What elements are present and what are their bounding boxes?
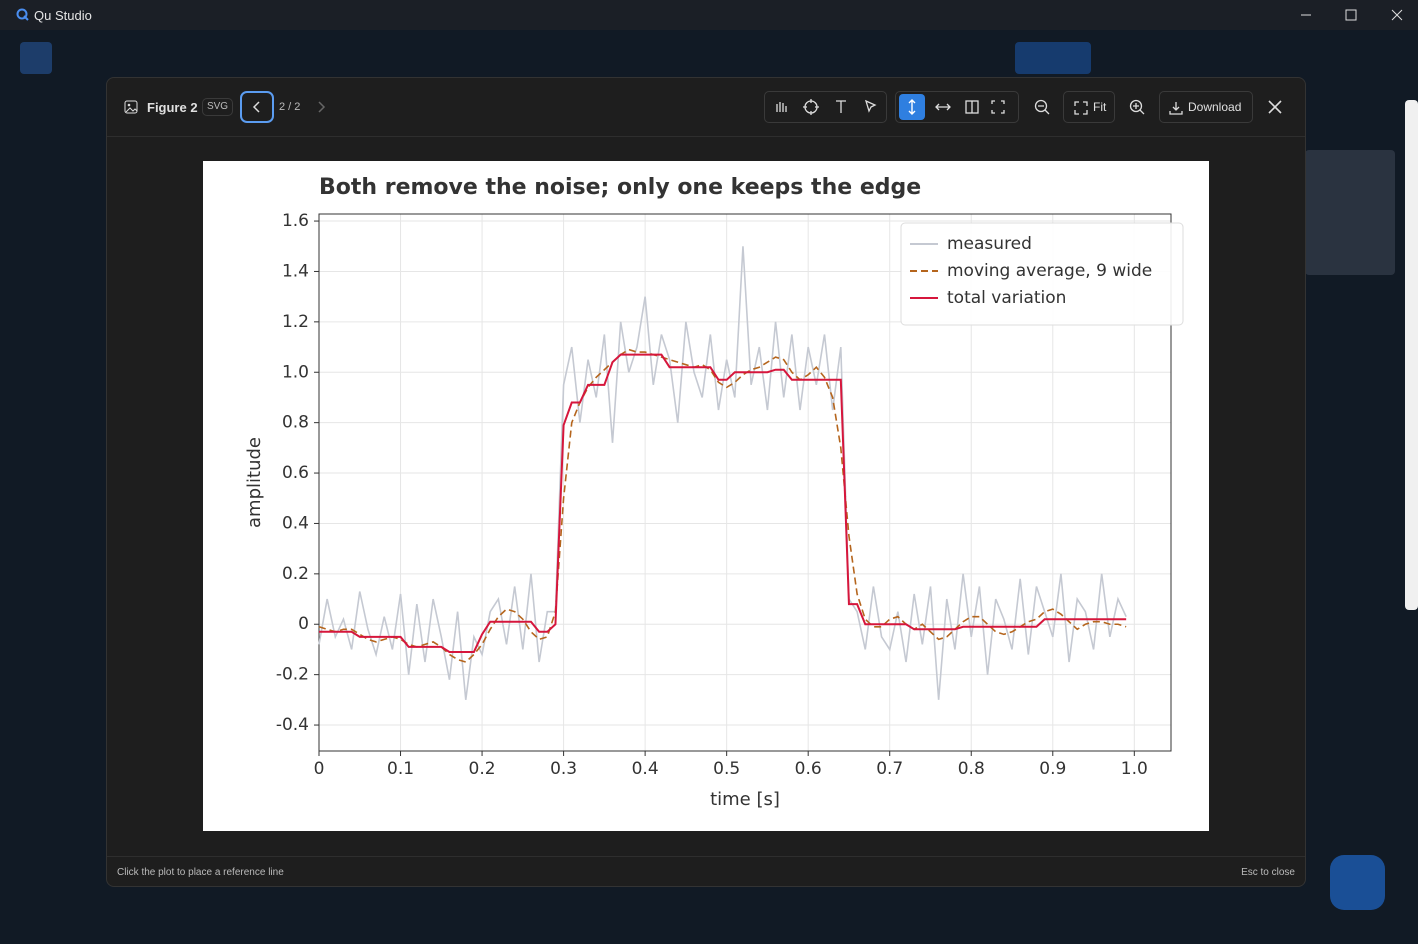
image-icon	[124, 100, 138, 114]
x-tick-label: 0.7	[876, 759, 903, 779]
x-tick-label: 0.5	[713, 759, 740, 779]
legend-label: moving average, 9 wide	[947, 261, 1152, 281]
series-line	[319, 353, 1127, 653]
figure-viewer: Figure 2 SVG 2 / 2 Fit Download Both rem…	[106, 77, 1306, 887]
y-tick-label: 1.6	[282, 211, 309, 231]
y-tick-label: -0.4	[276, 715, 309, 735]
x-tick-label: 0.3	[550, 759, 577, 779]
chart: Both remove the noise; only one keeps th…	[244, 175, 1184, 810]
y-tick-label: 0.6	[282, 463, 309, 483]
y-axis-label: amplitude	[244, 437, 265, 528]
y-tick-label: 0.8	[282, 413, 309, 433]
x-axis-label: time [s]	[710, 789, 780, 810]
zoom-in[interactable]	[1128, 98, 1146, 116]
legend-label: total variation	[947, 288, 1066, 308]
x-tick-label: 0.1	[387, 759, 414, 779]
y-tick-label: 0	[298, 614, 309, 634]
y-tick-label: 0.2	[282, 564, 309, 584]
y-tick-label: 0.4	[282, 513, 309, 533]
mode-group	[895, 91, 1019, 123]
prev-button[interactable]	[240, 91, 274, 123]
zoom-out[interactable]	[1033, 98, 1051, 116]
format-badge: SVG	[202, 98, 233, 116]
tool-group	[764, 91, 887, 123]
mode-icons[interactable]	[896, 92, 1018, 122]
chart-title: Both remove the noise; only one keeps th…	[319, 175, 921, 200]
tool-icons[interactable]	[765, 92, 886, 122]
x-tick-label: 1.0	[1121, 759, 1148, 779]
next-button[interactable]	[314, 100, 328, 114]
y-tick-label: -0.2	[276, 665, 309, 685]
x-tick-label: 0.4	[632, 759, 659, 779]
plot-area[interactable]: Both remove the noise; only one keeps th…	[203, 161, 1209, 831]
axes-frame	[318, 213, 1172, 752]
y-tick-label: 1.2	[282, 312, 309, 332]
fit-label: Fit	[1093, 100, 1107, 114]
x-tick-label: 0.6	[795, 759, 822, 779]
app-icon	[16, 8, 29, 21]
page-indicator: 2 / 2	[279, 101, 301, 113]
x-tick-label: 0.8	[958, 759, 985, 779]
viewer-footer: Click the plot to place a reference line…	[107, 856, 1305, 887]
hint: Click the plot to place a reference line	[117, 867, 284, 878]
series-line	[318, 348, 1127, 663]
fit-button[interactable]: Fit	[1063, 91, 1115, 123]
legend-box	[900, 222, 1184, 326]
viewer-header: Figure 2 SVG 2 / 2 Fit Download	[107, 78, 1305, 137]
figure-name: Figure 2	[147, 100, 198, 115]
x-tick-label: 0.9	[1039, 759, 1066, 779]
x-tick-label: 0	[314, 759, 325, 779]
close-hint: Esc to close	[1241, 867, 1295, 878]
close-button[interactable]	[1267, 99, 1283, 115]
title-bar: Qu Studio	[0, 0, 1418, 30]
y-tick-label: 1.0	[282, 362, 309, 382]
download-label: Download	[1188, 100, 1242, 114]
window-title: Qu Studio	[34, 8, 92, 23]
x-tick-label: 0.2	[469, 759, 496, 779]
legend-label: measured	[947, 234, 1032, 254]
y-tick-label: 1.4	[282, 261, 309, 281]
download-button[interactable]: Download	[1159, 91, 1253, 123]
window-controls[interactable]	[1288, 0, 1418, 30]
